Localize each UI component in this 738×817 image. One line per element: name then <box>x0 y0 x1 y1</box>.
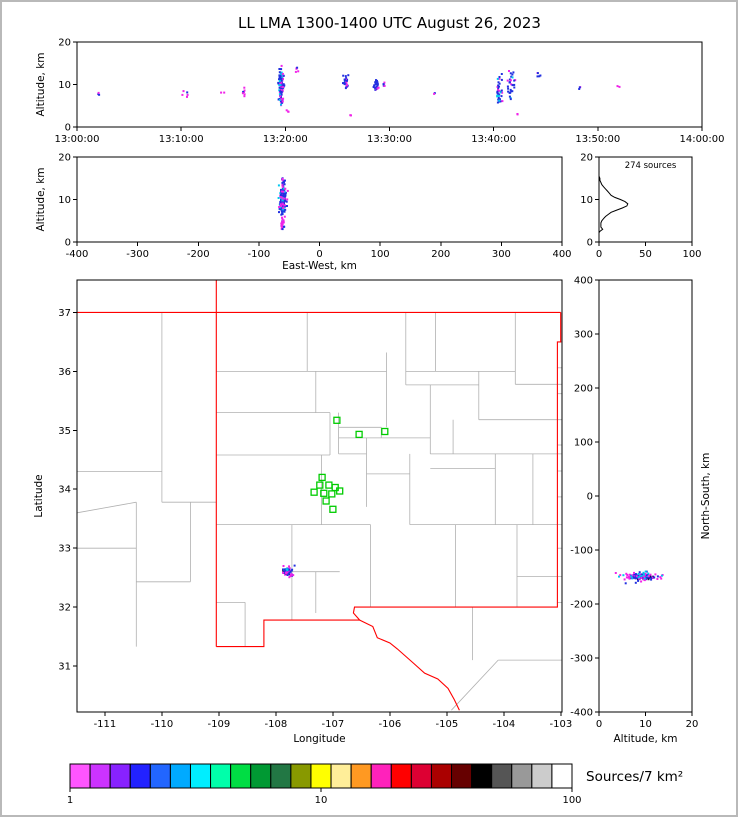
svg-text:10: 10 <box>639 719 652 730</box>
svg-text:13:20:00: 13:20:00 <box>263 134 308 145</box>
svg-text:400: 400 <box>552 249 571 260</box>
svg-text:400: 400 <box>574 276 593 287</box>
lma-station-marker <box>320 489 328 497</box>
svg-text:200: 200 <box>574 384 593 395</box>
svg-text:-100: -100 <box>570 546 593 557</box>
svg-text:0: 0 <box>316 249 322 260</box>
svg-text:33: 33 <box>58 544 71 555</box>
svg-text:1: 1 <box>67 795 73 806</box>
colorbar: 1 10 100 Sources/7 km² <box>67 763 683 806</box>
lma-station-marker <box>329 505 337 513</box>
svg-text:-200: -200 <box>187 249 210 260</box>
svg-text:100: 100 <box>682 249 701 260</box>
svg-text:Altitude, km: Altitude, km <box>35 167 47 231</box>
svg-text:300: 300 <box>574 330 593 341</box>
svg-text:20: 20 <box>58 38 71 49</box>
svg-text:100: 100 <box>574 438 593 449</box>
svg-text:10: 10 <box>580 195 593 206</box>
svg-text:10: 10 <box>58 195 71 206</box>
svg-text:36: 36 <box>58 367 71 378</box>
lma-station-marker <box>333 416 341 424</box>
svg-text:East-West, km: East-West, km <box>282 260 357 272</box>
svg-text:10: 10 <box>315 795 328 806</box>
svg-text:14:00:00: 14:00:00 <box>680 134 725 145</box>
svg-text:North-South, km: North-South, km <box>700 453 712 540</box>
svg-text:Longitude: Longitude <box>293 733 345 745</box>
source-count-annotation: 274 sources <box>625 161 677 171</box>
svg-text:-300: -300 <box>126 249 149 260</box>
svg-text:13:40:00: 13:40:00 <box>471 134 516 145</box>
lma-station-marker <box>310 488 318 496</box>
svg-text:100: 100 <box>562 795 581 806</box>
svg-text:0: 0 <box>65 238 71 249</box>
svg-text:-103: -103 <box>550 719 573 730</box>
svg-text:0: 0 <box>596 249 602 260</box>
svg-text:20: 20 <box>686 719 699 730</box>
map-panel: -111 -110 -109 -108 -107 -106 -105 -104 -103 31 32… <box>33 279 573 745</box>
svg-text:-111: -111 <box>94 719 117 730</box>
svg-text:13:30:00: 13:30:00 <box>367 134 412 145</box>
figure-title: LL LMA 1300-1400 UTC August 26, 2023 <box>238 14 541 32</box>
svg-text:100: 100 <box>371 249 390 260</box>
svg-text:-400: -400 <box>570 708 593 719</box>
colorbar-label: Sources/7 km² <box>586 769 683 785</box>
svg-text:-300: -300 <box>570 654 593 665</box>
svg-text:13:50:00: 13:50:00 <box>575 134 620 145</box>
svg-text:13:00:00: 13:00:00 <box>55 134 100 145</box>
svg-text:-110: -110 <box>151 719 174 730</box>
svg-text:34: 34 <box>58 485 71 496</box>
svg-text:37: 37 <box>58 308 71 319</box>
svg-text:20: 20 <box>58 153 71 164</box>
svg-text:20: 20 <box>580 153 593 164</box>
time-height-panel: 13:00:00 13:10:00 13:20:00 13:30:00 13:40:00… <box>35 38 724 146</box>
lma-station-marker <box>328 490 336 498</box>
svg-text:-105: -105 <box>436 719 459 730</box>
svg-text:-109: -109 <box>208 719 231 730</box>
svg-text:13:10:00: 13:10:00 <box>159 134 204 145</box>
svg-text:0: 0 <box>587 238 593 249</box>
svg-text:32: 32 <box>58 603 71 614</box>
svg-text:-104: -104 <box>493 719 516 730</box>
svg-text:-100: -100 <box>248 249 271 260</box>
lma-station-marker <box>336 487 344 495</box>
svg-text:0: 0 <box>587 492 593 503</box>
svg-text:-108: -108 <box>265 719 288 730</box>
svg-text:Altitude, km: Altitude, km <box>35 52 47 116</box>
lma-station-marker <box>318 473 326 482</box>
lma-station-marker <box>355 430 363 439</box>
svg-text:31: 31 <box>58 662 71 673</box>
svg-text:300: 300 <box>492 249 511 260</box>
svg-text:10: 10 <box>58 80 71 91</box>
lma-station-marker <box>322 497 330 505</box>
altitude-histogram-panel: 0 50 100 0 10 20 274 sources <box>580 153 701 261</box>
svg-text:200: 200 <box>431 249 450 260</box>
svg-text:Altitude, km: Altitude, km <box>613 733 677 745</box>
ns-height-panel: 0 10 20 400 300 200 100 0 -100 -200 -300 -400 Altitu… <box>570 276 712 746</box>
svg-text:-106: -106 <box>379 719 402 730</box>
svg-text:50: 50 <box>639 249 652 260</box>
svg-text:0: 0 <box>65 123 71 134</box>
lma-station-marker <box>381 427 389 436</box>
lma-station-marker <box>316 481 324 489</box>
svg-text:-200: -200 <box>570 600 593 611</box>
svg-text:Latitude: Latitude <box>33 474 45 517</box>
lma-station-marker <box>325 481 333 489</box>
svg-text:-107: -107 <box>322 719 345 730</box>
ew-height-panel: -400 -300 -200 -100 0 100 200 300 400 0 10 20 Altitu… <box>35 153 572 273</box>
svg-text:35: 35 <box>58 426 71 437</box>
svg-text:0: 0 <box>596 719 602 730</box>
svg-text:-400: -400 <box>66 249 89 260</box>
